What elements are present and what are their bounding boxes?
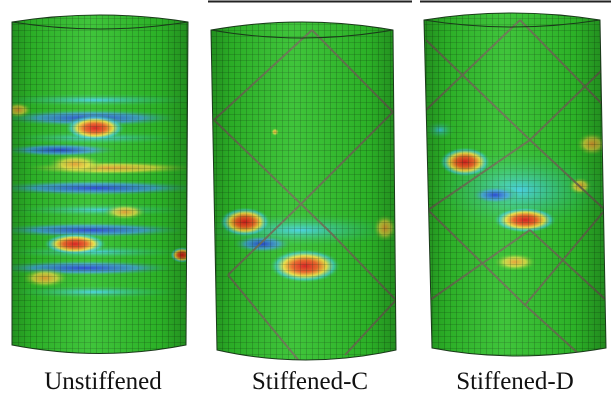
caption-stiffened-c: Stiffened-C	[210, 367, 410, 397]
caption-stiffened-d: Stiffened-D	[420, 367, 610, 397]
unstiffened-cylinder-contour	[0, 0, 205, 370]
stiffened-d-cylinder-contour	[415, 0, 611, 380]
caption-unstiffened: Unstiffened	[8, 367, 198, 397]
stiffened-c-cylinder-contour	[190, 0, 410, 380]
